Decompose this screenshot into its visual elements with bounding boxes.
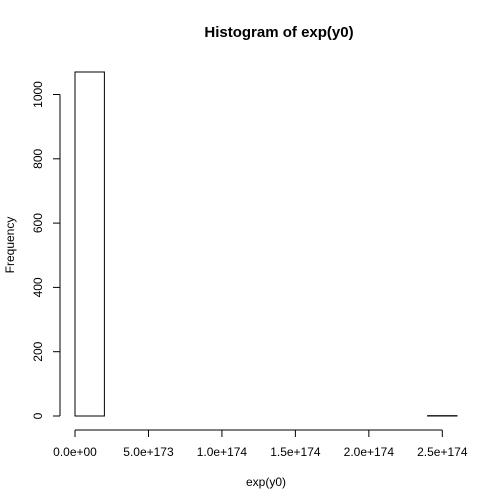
y-tick-label: 200 — [31, 341, 45, 361]
x-tick-label: 5.0e+173 — [123, 445, 174, 459]
y-tick-label: 600 — [31, 213, 45, 233]
x-tick-label: 2.0e+174 — [344, 445, 395, 459]
y-axis: 0 200 400 600 800 1000 — [31, 81, 61, 419]
x-tick-label: 1.5e+174 — [270, 445, 321, 459]
y-tick-label: 0 — [31, 412, 45, 419]
bars-group — [74, 71, 458, 417]
x-tick-label: 2.5e+174 — [417, 445, 468, 459]
y-axis-label: Frequency — [3, 217, 17, 274]
x-tick-label: 1.0e+174 — [197, 445, 248, 459]
y-tick-label: 1000 — [31, 81, 45, 108]
y-tick-label: 400 — [31, 277, 45, 297]
chart-title: Histogram of exp(y0) — [204, 24, 353, 41]
histogram-bar — [74, 71, 105, 417]
x-tick-label: 0.0e+00 — [53, 445, 97, 459]
y-tick-label: 800 — [31, 148, 45, 168]
x-axis-label: exp(y0) — [246, 475, 286, 489]
x-axis: 0.0e+00 5.0e+173 1.0e+174 1.5e+174 2.0e+174 2… — [53, 429, 468, 459]
